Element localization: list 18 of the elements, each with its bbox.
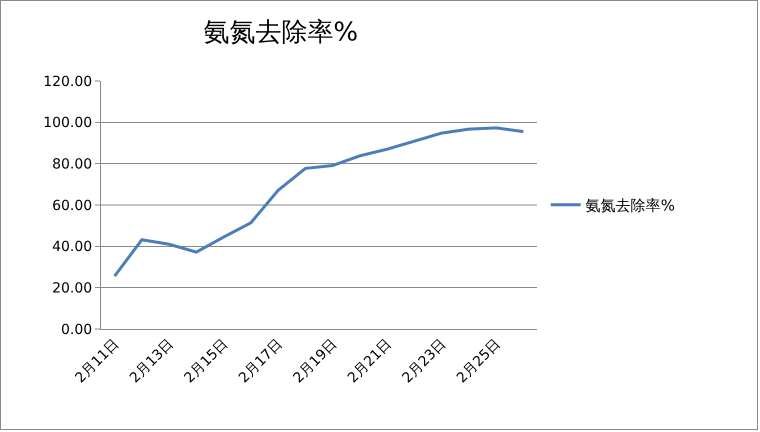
x-tick-label: 2月13日	[126, 336, 177, 386]
x-tick-label: 2月25日	[454, 336, 504, 386]
line-series	[113, 126, 525, 278]
x-tick-label: 2月15日	[181, 336, 232, 386]
y-tick-label: 20.00	[52, 280, 92, 297]
y-tick-label: 40.00	[52, 239, 92, 256]
x-tick-label: 2月17日	[236, 336, 286, 386]
x-tick-label: 2月11日	[72, 336, 122, 386]
y-tick-label: 60.00	[52, 198, 92, 214]
x-tick-label: 2月21日	[344, 336, 395, 386]
y-tick-label: 80.00	[52, 156, 92, 173]
x-tick-label: 2月19日	[290, 336, 340, 386]
y-tick-label: 0.00	[61, 322, 92, 338]
x-tick-label: 2月23日	[399, 336, 450, 386]
chart-title: 氨氮去除率%	[203, 18, 358, 48]
legend-label: 氨氮去除率%	[586, 196, 675, 215]
y-tick-label: 120.00	[43, 74, 92, 90]
y-tick-label: 100.00	[43, 115, 92, 132]
